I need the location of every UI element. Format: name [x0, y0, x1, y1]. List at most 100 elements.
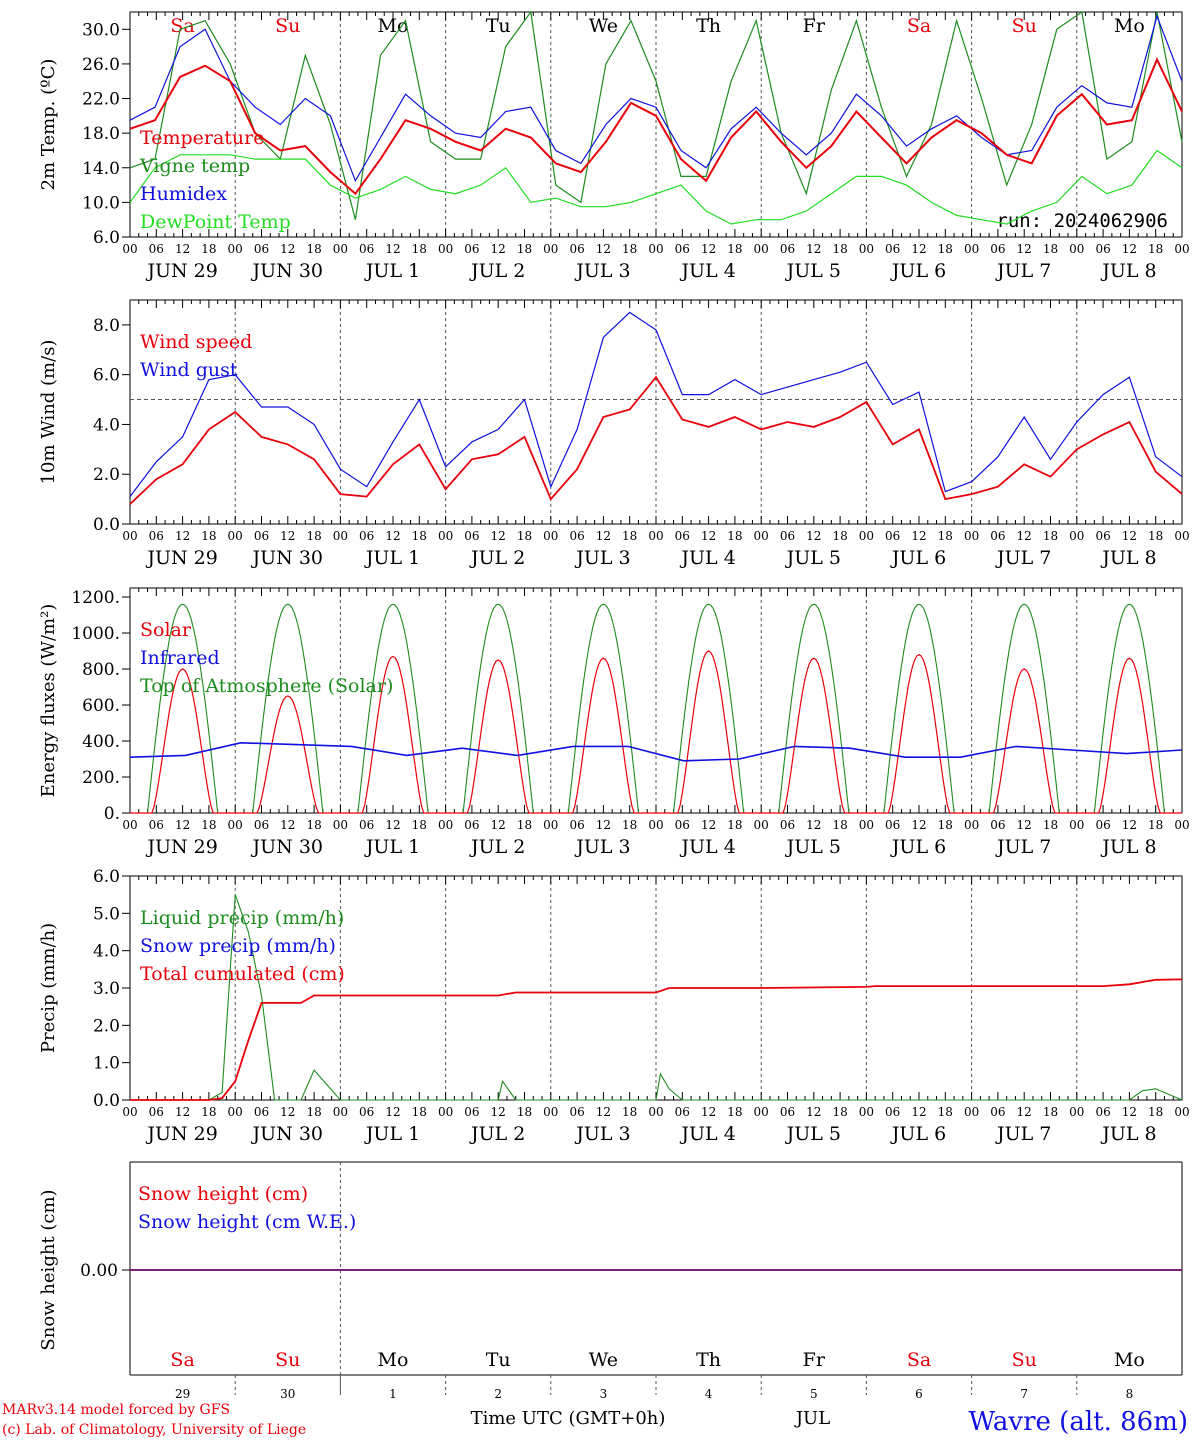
- hour-tick-label: 12: [911, 242, 926, 256]
- weekday-label: Th: [696, 1349, 721, 1371]
- hour-tick-label: 12: [280, 1105, 295, 1119]
- y-tick-label: 14.0: [82, 159, 120, 179]
- legend-entry: Wind gust: [140, 359, 238, 381]
- hour-tick-label: 12: [1122, 529, 1137, 543]
- weekday-label: Su: [275, 1349, 300, 1371]
- hour-tick-label: 18: [517, 1105, 532, 1119]
- hour-tick-label: 12: [596, 529, 611, 543]
- hour-tick-label: 06: [254, 818, 269, 832]
- y-tick-label: 0.00: [80, 1261, 118, 1281]
- hour-tick-label: 12: [596, 1105, 611, 1119]
- bottom-day-number: 6: [915, 1387, 923, 1401]
- hour-tick-label: 06: [675, 818, 690, 832]
- hour-tick-label: 12: [1122, 1105, 1137, 1119]
- day-label: JUL 5: [785, 836, 841, 858]
- hour-tick-label: 18: [622, 242, 637, 256]
- day-label: JUL 2: [469, 836, 525, 858]
- hour-tick-label: 18: [938, 818, 953, 832]
- bottom-day-number: 5: [810, 1387, 818, 1401]
- weekday-label: Tu: [486, 1349, 511, 1371]
- hour-tick-label: 12: [701, 242, 716, 256]
- weekday-label: Sa: [170, 1349, 194, 1371]
- bottom-day-number: 8: [1126, 1387, 1134, 1401]
- hour-tick-label: 18: [938, 242, 953, 256]
- hour-tick-label: 00: [543, 529, 558, 543]
- hour-tick-label: 12: [596, 242, 611, 256]
- hour-tick-label: 00: [859, 1105, 874, 1119]
- station-label: Wavre (alt. 86m): [968, 1407, 1188, 1437]
- day-label: JUL 7: [995, 836, 1051, 858]
- hour-tick-label: 06: [990, 242, 1005, 256]
- day-label: JUL 5: [785, 547, 841, 569]
- y-axis-title: Energy fluxes (W/m²): [38, 604, 59, 798]
- series-line-wind-gust: [129, 311, 1183, 497]
- hour-tick-label: 00: [1174, 818, 1189, 832]
- weekday-label: Mo: [1114, 15, 1145, 37]
- day-label: JUL 4: [679, 836, 735, 858]
- hour-tick-label: 00: [1069, 529, 1084, 543]
- hour-tick-label: 00: [438, 529, 453, 543]
- hour-tick-label: 00: [543, 1105, 558, 1119]
- weekday-label: Fr: [803, 15, 826, 37]
- y-tick-label: 0.0: [93, 1091, 120, 1111]
- hour-tick-label: 12: [491, 529, 506, 543]
- hour-tick-label: 12: [911, 818, 926, 832]
- hour-tick-label: 06: [149, 529, 164, 543]
- panel-frame-2: [129, 299, 1183, 525]
- hour-tick-label: 12: [175, 242, 190, 256]
- day-label: JUL 4: [679, 1123, 735, 1145]
- hour-tick-label: 18: [727, 818, 742, 832]
- hour-tick-label: 00: [438, 1105, 453, 1119]
- hour-tick-label: 00: [122, 242, 137, 256]
- hour-tick-label: 12: [1122, 242, 1137, 256]
- hour-tick-label: 18: [201, 529, 216, 543]
- day-label: JUL 6: [890, 1123, 946, 1145]
- day-label: JUL 2: [469, 547, 525, 569]
- hour-tick-label: 06: [464, 818, 479, 832]
- hour-tick-label: 06: [675, 1105, 690, 1119]
- hour-tick-label: 12: [806, 242, 821, 256]
- weekday-label: Th: [696, 15, 721, 37]
- y-tick-label: 1000.: [71, 624, 120, 644]
- hour-tick-label: 18: [1043, 242, 1058, 256]
- day-label: JUL 4: [679, 547, 735, 569]
- hour-tick-label: 00: [859, 818, 874, 832]
- bottom-day-number: 29: [175, 1387, 190, 1401]
- y-tick-label: 4.0: [93, 942, 120, 962]
- hour-tick-label: 18: [938, 1105, 953, 1119]
- hour-tick-label: 06: [254, 1105, 269, 1119]
- day-label: JUN 30: [251, 260, 323, 282]
- hour-tick-label: 12: [175, 529, 190, 543]
- day-label: JUN 29: [145, 260, 217, 282]
- hour-tick-label: 00: [754, 529, 769, 543]
- series-line-liquid: [130, 894, 1183, 1101]
- hour-tick-label: 06: [359, 529, 374, 543]
- hour-tick-label: 06: [569, 529, 584, 543]
- hour-tick-label: 00: [333, 818, 348, 832]
- hour-tick-label: 18: [517, 818, 532, 832]
- y-tick-label: 5.0: [93, 904, 120, 924]
- hour-tick-label: 12: [385, 818, 400, 832]
- hour-tick-label: 12: [911, 1105, 926, 1119]
- weekday-label: Mo: [378, 1349, 409, 1371]
- legend-entry: Wind speed: [140, 331, 252, 353]
- hour-tick-label: 06: [149, 818, 164, 832]
- hour-tick-label: 12: [491, 1105, 506, 1119]
- hour-tick-label: 12: [911, 529, 926, 543]
- hour-tick-label: 06: [359, 242, 374, 256]
- hour-tick-label: 06: [569, 242, 584, 256]
- day-label: JUL 2: [469, 1123, 525, 1145]
- weekday-label: We: [589, 15, 618, 37]
- legend-entry: Humidex: [140, 183, 227, 205]
- hour-tick-label: 06: [780, 529, 795, 543]
- hour-tick-label: 18: [1148, 529, 1163, 543]
- bottom-day-number: 2: [494, 1387, 502, 1401]
- legend-entry: DewPoint Temp: [140, 211, 291, 233]
- month-label: JUL: [794, 1408, 830, 1429]
- hour-tick-label: 00: [1174, 1105, 1189, 1119]
- hour-tick-label: 18: [727, 529, 742, 543]
- y-tick-label: 3.0: [93, 979, 120, 999]
- hour-tick-label: 06: [780, 1105, 795, 1119]
- hour-tick-label: 12: [385, 529, 400, 543]
- hour-tick-label: 12: [491, 242, 506, 256]
